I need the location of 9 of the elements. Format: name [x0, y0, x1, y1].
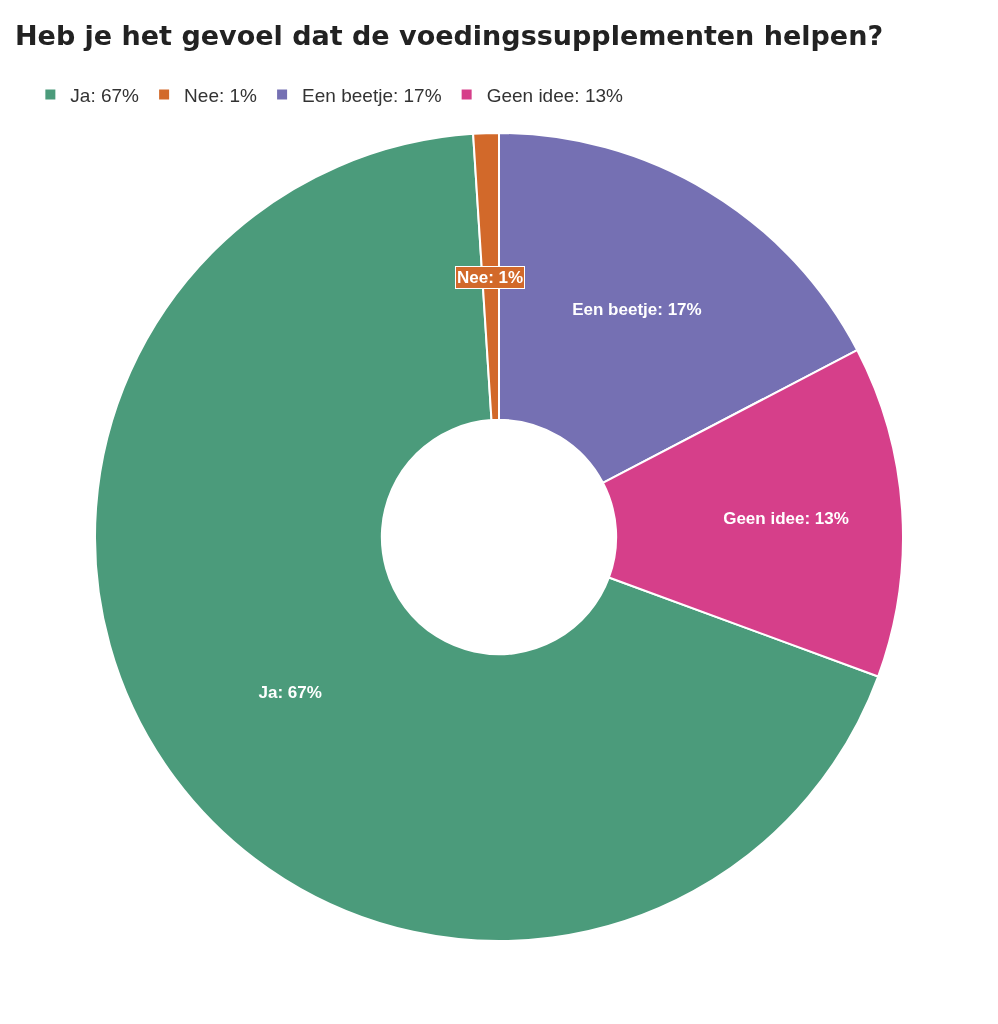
chart-title: Heb je het gevoel dat de voedingssupplementen helpen? [14, 19, 884, 51]
legend-label: Geen idee: 13% [486, 84, 624, 106]
slice-label: Geen idee: 13% [723, 509, 849, 529]
legend-label: Een beetje: 17% [302, 84, 442, 106]
slice-label: Ja: 67% [258, 683, 322, 703]
legend-label: Nee: 1% [184, 84, 258, 106]
slice-label: Een beetje: 17% [572, 299, 702, 319]
legend-label: Ja: 67% [70, 84, 140, 106]
slice-label: Nee: 1% [457, 268, 524, 287]
